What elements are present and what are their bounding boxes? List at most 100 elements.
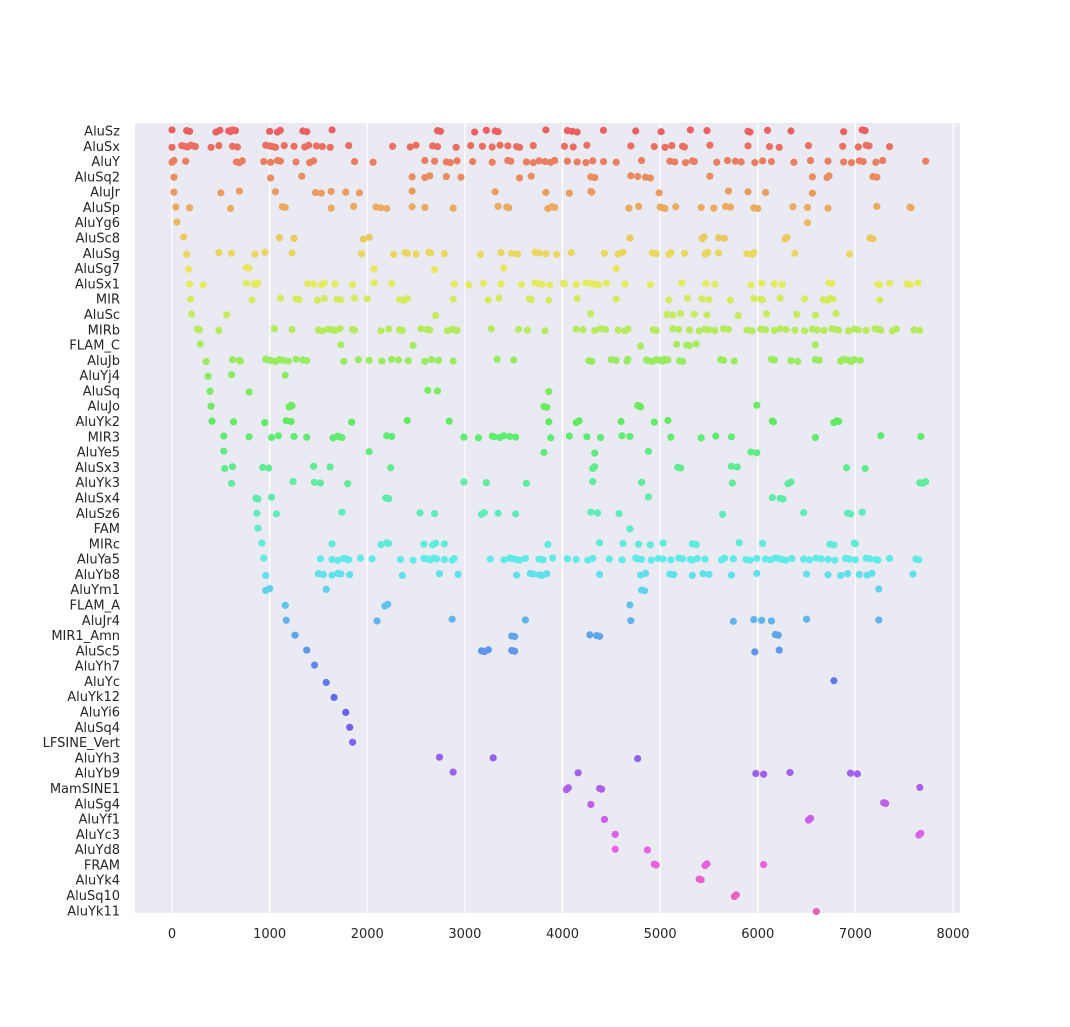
data-point bbox=[346, 723, 354, 731]
data-point bbox=[453, 157, 461, 165]
data-point bbox=[705, 326, 713, 334]
data-point bbox=[800, 508, 808, 517]
data-point bbox=[909, 570, 917, 578]
data-point bbox=[770, 356, 778, 364]
data-point bbox=[874, 556, 882, 564]
data-point bbox=[572, 325, 580, 333]
data-point bbox=[726, 296, 735, 304]
data-point bbox=[692, 540, 700, 549]
data-point bbox=[910, 326, 918, 334]
data-point bbox=[594, 509, 602, 517]
data-point bbox=[529, 141, 537, 150]
data-point bbox=[512, 510, 520, 518]
y-category-label: AluSx4 bbox=[75, 491, 120, 506]
y-category-label: AluSc8 bbox=[76, 232, 120, 247]
y-category-label: AluYk3 bbox=[76, 476, 120, 491]
data-point bbox=[303, 433, 311, 441]
data-point bbox=[650, 143, 658, 151]
data-point bbox=[216, 126, 224, 134]
data-point bbox=[635, 540, 643, 548]
data-point bbox=[497, 280, 505, 288]
data-point bbox=[442, 172, 450, 181]
x-tick-label: 7000 bbox=[839, 927, 872, 942]
data-point bbox=[270, 325, 279, 333]
data-point bbox=[627, 617, 635, 625]
data-point bbox=[220, 447, 228, 455]
data-point bbox=[637, 478, 646, 486]
data-point bbox=[786, 768, 794, 777]
data-point bbox=[328, 555, 336, 564]
data-point bbox=[775, 646, 783, 654]
data-point bbox=[500, 432, 508, 440]
data-point bbox=[832, 309, 840, 318]
data-point bbox=[612, 295, 620, 303]
data-point bbox=[618, 432, 626, 440]
data-point bbox=[245, 264, 253, 272]
data-point bbox=[344, 480, 352, 488]
data-point bbox=[611, 830, 619, 838]
data-point bbox=[705, 570, 713, 579]
data-point bbox=[759, 539, 767, 548]
data-point bbox=[426, 172, 434, 180]
data-point bbox=[813, 326, 821, 334]
data-point bbox=[242, 279, 250, 287]
data-point bbox=[245, 388, 253, 396]
data-point bbox=[208, 417, 216, 425]
data-point bbox=[254, 495, 262, 503]
data-point bbox=[551, 203, 559, 212]
data-point bbox=[865, 142, 873, 150]
data-point bbox=[825, 172, 833, 180]
data-point bbox=[595, 281, 603, 289]
y-category-label: AluY bbox=[91, 155, 120, 170]
data-point bbox=[876, 281, 884, 289]
data-point bbox=[775, 143, 783, 151]
data-point bbox=[806, 156, 815, 165]
data-point bbox=[448, 615, 456, 623]
data-point bbox=[403, 416, 411, 425]
data-point bbox=[322, 678, 330, 687]
data-point bbox=[421, 203, 429, 212]
data-point bbox=[914, 279, 922, 287]
data-point bbox=[328, 540, 336, 548]
data-point bbox=[801, 295, 809, 303]
data-point bbox=[843, 570, 852, 578]
y-category-label: AluYg6 bbox=[75, 216, 120, 231]
data-point bbox=[434, 356, 443, 364]
data-point bbox=[699, 570, 707, 578]
data-point bbox=[355, 189, 364, 197]
data-point bbox=[494, 509, 502, 517]
data-point bbox=[847, 159, 856, 167]
data-point bbox=[489, 754, 497, 762]
data-point bbox=[432, 555, 441, 563]
data-point bbox=[449, 768, 457, 776]
data-point bbox=[672, 203, 680, 211]
data-point bbox=[626, 525, 634, 533]
data-point bbox=[678, 279, 686, 287]
data-point bbox=[774, 631, 782, 639]
data-point bbox=[350, 326, 359, 334]
data-point bbox=[801, 327, 809, 335]
data-point bbox=[877, 326, 885, 334]
data-point bbox=[627, 142, 635, 150]
y-category-label: AluYk4 bbox=[76, 874, 120, 889]
data-point bbox=[467, 141, 475, 150]
data-point bbox=[417, 325, 425, 333]
data-point bbox=[390, 250, 398, 258]
data-point bbox=[318, 327, 326, 335]
plot-background bbox=[135, 123, 960, 913]
data-point bbox=[326, 143, 334, 151]
data-point bbox=[776, 325, 784, 333]
data-point bbox=[349, 281, 357, 289]
data-point bbox=[515, 143, 524, 151]
y-category-label: AluYj4 bbox=[79, 369, 120, 384]
y-category-label: AluSq bbox=[83, 384, 120, 399]
data-point bbox=[449, 295, 457, 303]
data-point bbox=[229, 418, 238, 426]
data-point bbox=[338, 433, 346, 442]
data-point bbox=[316, 555, 324, 563]
data-point bbox=[770, 326, 778, 335]
y-category-label: AluYi6 bbox=[80, 706, 120, 721]
data-point bbox=[322, 585, 330, 593]
data-point bbox=[515, 174, 524, 182]
data-point bbox=[720, 234, 729, 242]
